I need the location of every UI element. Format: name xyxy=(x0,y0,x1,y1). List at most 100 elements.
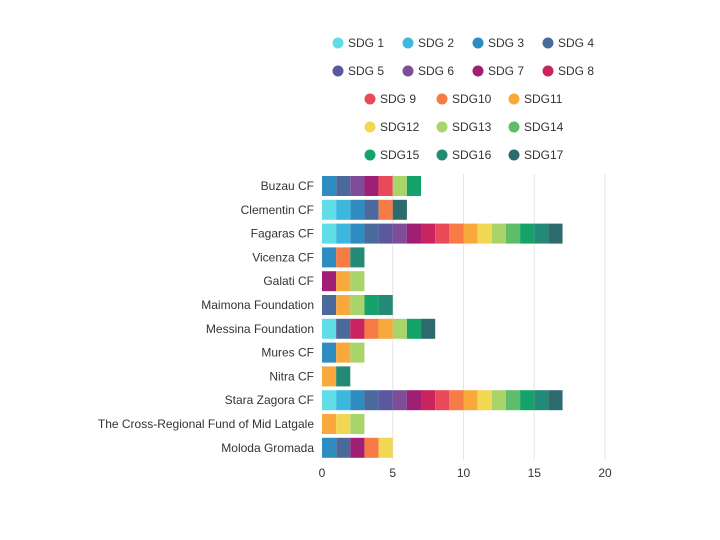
bar-segment xyxy=(378,223,393,244)
x-tick-label: 20 xyxy=(598,466,612,480)
x-tick-label: 0 xyxy=(319,466,326,480)
legend-swatch xyxy=(436,149,448,161)
bar-segment xyxy=(336,295,351,315)
legend-swatch xyxy=(508,93,520,105)
legend-swatch xyxy=(542,37,554,49)
bar-segment xyxy=(477,223,492,244)
bar-segment xyxy=(435,223,450,244)
bar-segment xyxy=(520,223,535,244)
legend-swatch xyxy=(472,65,484,77)
legend-swatch xyxy=(508,121,520,133)
category-label: Vicenza CF xyxy=(252,250,314,264)
bar-segment xyxy=(322,271,337,292)
bar-segment xyxy=(322,390,337,411)
bar-segment xyxy=(378,199,393,220)
legend-label: SDG 4 xyxy=(558,36,594,50)
bar-segment xyxy=(350,223,365,244)
bar-segment xyxy=(406,176,422,196)
category-label: Nitra CF xyxy=(269,369,314,383)
bar-segment xyxy=(322,342,337,363)
gridlines xyxy=(392,174,606,460)
category-label: Mures CF xyxy=(261,346,314,360)
bar-segment xyxy=(322,318,337,339)
bar-segment xyxy=(364,390,379,411)
category-label: The Cross-Regional Fund of Mid Latgale xyxy=(98,417,314,431)
bars xyxy=(322,176,563,458)
legend-item: SDG10 xyxy=(436,92,492,106)
bar-segment xyxy=(322,176,337,196)
bar-segment xyxy=(322,247,337,268)
bar-segment xyxy=(364,176,379,196)
legend-label: SDG 3 xyxy=(488,36,524,50)
legend-label: SDG 1 xyxy=(348,36,384,50)
category-label: Maimona Foundation xyxy=(201,298,314,312)
category-label: Fagaras CF xyxy=(251,227,314,241)
bar-segment xyxy=(491,390,506,411)
bar-segment xyxy=(378,295,393,315)
bar-segment xyxy=(392,176,407,196)
category-label: Messina Foundation xyxy=(206,322,314,336)
bar-segment xyxy=(322,223,337,244)
bar-segment xyxy=(350,295,365,315)
legend-item: SDG11 xyxy=(508,92,563,106)
category-label: Buzau CF xyxy=(261,179,314,193)
bar-segment xyxy=(378,390,393,411)
legend-item: SDG 3 xyxy=(472,36,524,50)
legend-label: SDG 2 xyxy=(418,36,454,50)
bar-segment xyxy=(350,318,365,339)
bar-segment xyxy=(491,223,506,244)
x-tick-label: 10 xyxy=(457,466,471,480)
bar-segment xyxy=(392,199,407,220)
legend-item: SDG13 xyxy=(436,120,492,134)
bar-segment xyxy=(336,271,351,292)
bar-segment xyxy=(392,318,407,339)
bar-segment xyxy=(350,247,365,268)
legend-item: SDG 4 xyxy=(542,36,594,50)
category-label: Stara Zagora CF xyxy=(225,393,314,407)
legend-swatch xyxy=(436,93,448,105)
legend-label: SDG 5 xyxy=(348,64,384,78)
bar-segment xyxy=(364,437,379,458)
bar-segment xyxy=(322,366,337,387)
bar-segment xyxy=(534,390,549,411)
bar-segment xyxy=(421,390,436,411)
legend-item: SDG 9 xyxy=(364,92,416,106)
bar-segment xyxy=(364,199,379,220)
bar-segment xyxy=(435,390,450,411)
bar-segment xyxy=(322,199,337,220)
legend-item: SDG14 xyxy=(508,120,564,134)
legend-label: SDG 6 xyxy=(418,64,454,78)
legend-swatch xyxy=(542,65,554,77)
legend-swatch xyxy=(364,93,376,105)
legend-item: SDG 5 xyxy=(332,64,384,78)
bar-segment xyxy=(406,318,422,339)
legend-label: SDG15 xyxy=(380,148,420,162)
bar-segment xyxy=(336,318,351,339)
legend-swatch xyxy=(332,37,344,49)
x-tick-label: 5 xyxy=(389,466,396,480)
bar-segment xyxy=(449,223,464,244)
bar-segment xyxy=(449,390,464,411)
x-tick-label: 15 xyxy=(528,466,542,480)
bar-segment xyxy=(336,176,351,196)
bar-segment xyxy=(336,223,351,244)
legend-label: SDG13 xyxy=(452,120,492,134)
legend-swatch xyxy=(332,65,344,77)
bar-segment xyxy=(548,390,563,411)
bar-segment xyxy=(350,271,365,292)
bar-segment xyxy=(364,295,379,315)
legend-item: SDG 6 xyxy=(402,64,454,78)
legend-label: SDG17 xyxy=(524,148,564,162)
bar-segment xyxy=(505,223,521,244)
bar-segment xyxy=(392,390,407,411)
bar-segment xyxy=(421,223,436,244)
x-axis-ticks: 0 5 10 15 20 xyxy=(319,466,612,480)
legend-swatch xyxy=(436,121,448,133)
bar-segment xyxy=(350,390,365,411)
legend-swatch xyxy=(472,37,484,49)
bar-segment xyxy=(534,223,549,244)
legend-item: SDG 7 xyxy=(472,64,524,78)
bar-segment xyxy=(350,437,365,458)
legend-label: SDG14 xyxy=(524,120,564,134)
